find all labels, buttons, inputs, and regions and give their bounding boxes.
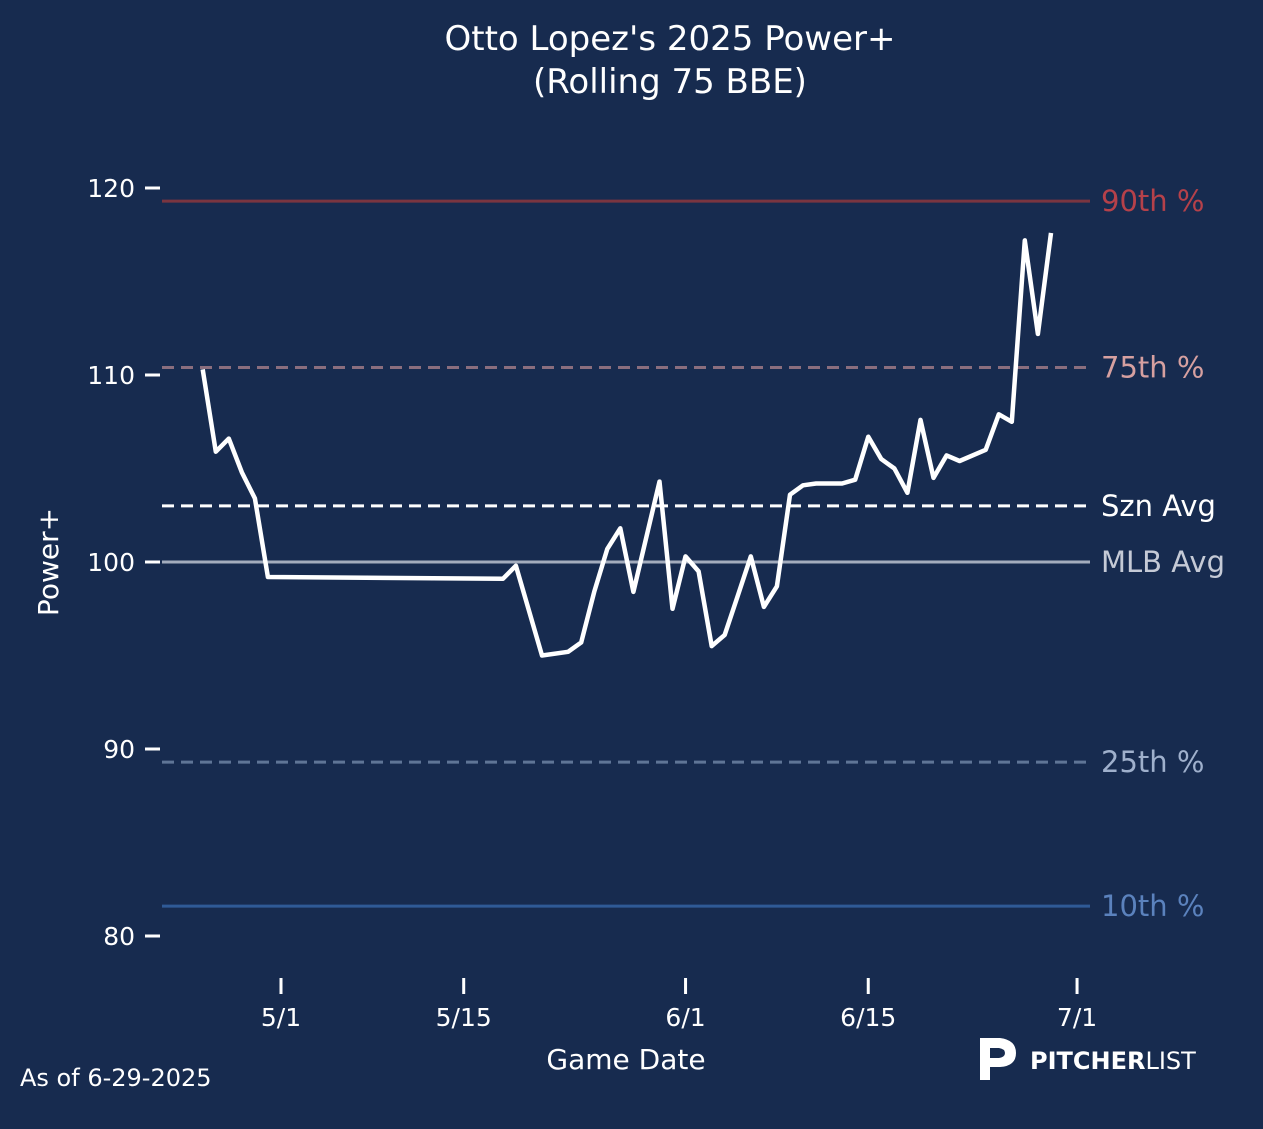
reference-lines: 90th % 75th % Szn Avg MLB Avg 25th % 10th % <box>162 184 1225 923</box>
reference-line-label: Szn Avg <box>1101 489 1216 523</box>
chart-subtitle: (Rolling 75 BBE) <box>533 62 807 102</box>
x-tick-label: 5/15 <box>436 1003 492 1032</box>
x-axis-label: Game Date <box>546 1043 705 1076</box>
reference-line-label: 25th % <box>1101 745 1204 779</box>
x-tick-label: 6/15 <box>840 1003 896 1032</box>
x-tick-label: 6/1 <box>665 1003 705 1032</box>
chart-title: Otto Lopez's 2025 Power+ <box>444 19 895 59</box>
y-tick-label: 100 <box>87 548 135 577</box>
logo-light: LIST <box>1145 1047 1196 1075</box>
pitcherlist-logo: PITCHERLIST <box>980 1038 1196 1080</box>
y-axis: 80 90 100 110 120 <box>87 174 160 951</box>
y-tick-label: 110 <box>87 361 135 390</box>
reference-line-label: 75th % <box>1101 351 1204 385</box>
power-plus-line <box>200 232 1054 658</box>
x-axis: 5/1 5/15 6/1 6/15 7/1 <box>261 978 1097 1032</box>
x-tick-label: 5/1 <box>261 1003 301 1032</box>
reference-line-label: 10th % <box>1101 889 1204 923</box>
y-tick-label: 80 <box>103 922 135 951</box>
y-tick-label: 120 <box>87 174 135 203</box>
y-tick-label: 90 <box>103 735 135 764</box>
reference-line-label: 90th % <box>1101 184 1204 218</box>
as-of-date: As of 6-29-2025 <box>20 1064 212 1092</box>
y-axis-label: Power+ <box>32 508 65 616</box>
logo-bold: PITCHER <box>1030 1047 1145 1075</box>
pitcherlist-p-icon <box>980 1038 1016 1080</box>
series-layer <box>200 232 1054 658</box>
x-tick-label: 7/1 <box>1057 1003 1097 1032</box>
svg-text:PITCHERLIST: PITCHERLIST <box>1030 1047 1196 1075</box>
reference-line-label: MLB Avg <box>1101 545 1225 579</box>
